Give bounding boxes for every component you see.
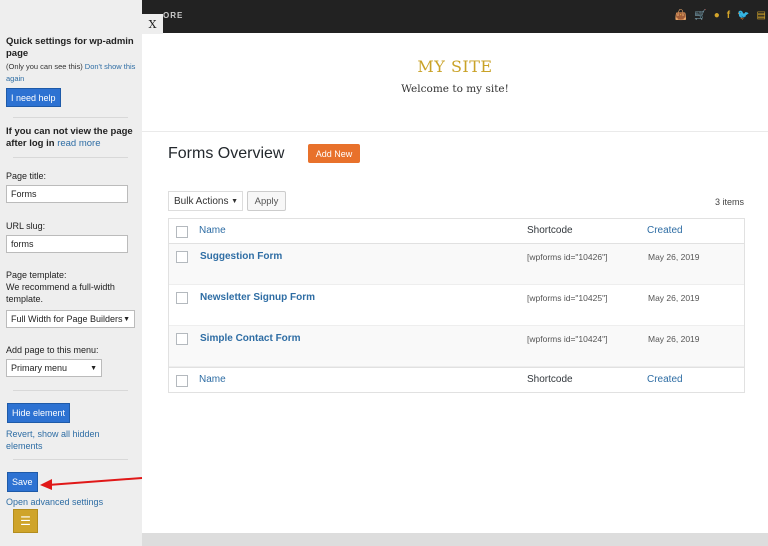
revert-link[interactable]: Revert, show all hidden elements <box>6 429 100 451</box>
divider <box>13 157 128 158</box>
form-shortcode: [wpforms id="10424"] <box>527 334 608 344</box>
hamburger-menu-button[interactable]: ☰ <box>13 509 38 533</box>
items-count: 3 items <box>714 197 744 207</box>
page-title-label: Page title: <box>6 171 47 181</box>
twitter-icon[interactable]: 🐦 <box>737 10 750 21</box>
basket-icon[interactable]: ▤ <box>756 10 766 21</box>
table-footer: Name Shortcode Created <box>169 367 744 392</box>
template-hint: We recommend a full-width template. <box>6 282 115 304</box>
site-title[interactable]: MY SITE <box>417 57 493 76</box>
name-column-footer[interactable]: Name <box>199 374 226 385</box>
form-name-link[interactable]: Suggestion Form <box>200 251 283 262</box>
form-created-date: May 26, 2019 <box>648 293 700 303</box>
dont-show-link[interactable]: Don't show this again <box>6 62 136 83</box>
created-column-footer[interactable]: Created <box>647 374 683 385</box>
header-divider <box>142 131 768 132</box>
hamburger-icon: ☰ <box>20 514 31 528</box>
table-row: Simple Contact Form [wpforms id="10424"]… <box>169 326 744 367</box>
advanced-settings-link[interactable]: Open advanced settings <box>6 497 104 507</box>
form-name-link[interactable]: Simple Contact Form <box>200 333 301 344</box>
menu-label: Add page to this menu: <box>6 345 99 355</box>
sidebar-note: (Only you can see this) Don't show this … <box>6 61 140 85</box>
nav-menu-item[interactable]: ORE <box>163 11 184 20</box>
form-shortcode: [wpforms id="10425"] <box>527 293 608 303</box>
divider <box>13 117 128 118</box>
row-checkbox[interactable] <box>176 251 188 263</box>
select-all-checkbox[interactable] <box>176 226 188 238</box>
shopping-bag-icon[interactable]: 👜 <box>674 10 688 21</box>
quick-settings-sidebar: Quick settings for wp-admin page (Only y… <box>0 0 143 546</box>
form-name-link[interactable]: Newsletter Signup Form <box>200 292 316 303</box>
forms-table: Name Shortcode Created Suggestion Form [… <box>168 218 745 393</box>
created-column-header[interactable]: Created <box>647 225 683 236</box>
select-all-checkbox[interactable] <box>176 375 188 387</box>
site-top-bar: ORE 👜 🛒 ● f 🐦 ▤ <box>142 0 768 33</box>
menu-value: Primary menu <box>11 363 68 373</box>
table-row: Newsletter Signup Form [wpforms id="1042… <box>169 285 744 326</box>
menu-select[interactable]: Primary menu ▼ <box>6 359 102 377</box>
bulk-actions-value: Bulk Actions <box>174 195 229 207</box>
read-more-link[interactable]: read more <box>57 138 101 149</box>
login-note: If you can not view the page after log i… <box>6 126 138 150</box>
user-icon[interactable]: ● <box>713 10 720 21</box>
shortcode-column-header: Shortcode <box>527 225 573 236</box>
close-sidebar-button[interactable]: X <box>142 14 163 34</box>
bulk-actions-select[interactable]: Bulk Actions ▼ <box>168 191 243 211</box>
row-checkbox[interactable] <box>176 333 188 345</box>
url-slug-label: URL slug: <box>6 221 46 231</box>
sidebar-title: Quick settings for wp-admin page <box>6 36 134 59</box>
row-checkbox[interactable] <box>176 292 188 304</box>
divider <box>13 390 128 391</box>
template-value: Full Width for Page Builders <box>11 314 123 324</box>
table-header: Name Shortcode Created <box>169 219 744 244</box>
help-button[interactable]: I need help <box>6 88 61 107</box>
form-created-date: May 26, 2019 <box>648 252 700 262</box>
login-text: If you can not view the page after log i… <box>6 126 133 149</box>
name-column-header[interactable]: Name <box>199 225 226 236</box>
apply-button[interactable]: Apply <box>247 191 286 211</box>
divider <box>13 459 128 460</box>
url-slug-input[interactable]: forms <box>6 235 128 253</box>
cart-icon[interactable]: 🛒 <box>694 10 707 21</box>
red-arrow-annotation <box>40 477 143 490</box>
dropdown-caret-icon: ▼ <box>123 315 130 323</box>
bottom-bar <box>142 533 768 546</box>
table-row: Suggestion Form [wpforms id="10426"] May… <box>169 244 744 285</box>
shortcode-column-footer: Shortcode <box>527 374 573 385</box>
facebook-icon[interactable]: f <box>726 10 731 21</box>
save-button[interactable]: Save <box>7 472 38 492</box>
template-select[interactable]: Full Width for Page Builders ▼ <box>6 310 135 328</box>
visibility-note: (Only you can see this) <box>6 62 83 71</box>
template-label: Page template: <box>6 270 67 280</box>
page-title: Forms Overview <box>168 145 285 162</box>
hide-element-button[interactable]: Hide element <box>7 403 71 423</box>
page-title-input[interactable]: Forms <box>6 185 128 203</box>
add-new-button[interactable]: Add New <box>308 144 360 163</box>
dropdown-caret-icon: ▼ <box>231 197 238 205</box>
site-tagline: Welcome to my site! <box>401 83 509 95</box>
form-created-date: May 26, 2019 <box>648 334 700 344</box>
dropdown-caret-icon: ▼ <box>90 364 97 372</box>
form-shortcode: [wpforms id="10426"] <box>527 252 608 262</box>
